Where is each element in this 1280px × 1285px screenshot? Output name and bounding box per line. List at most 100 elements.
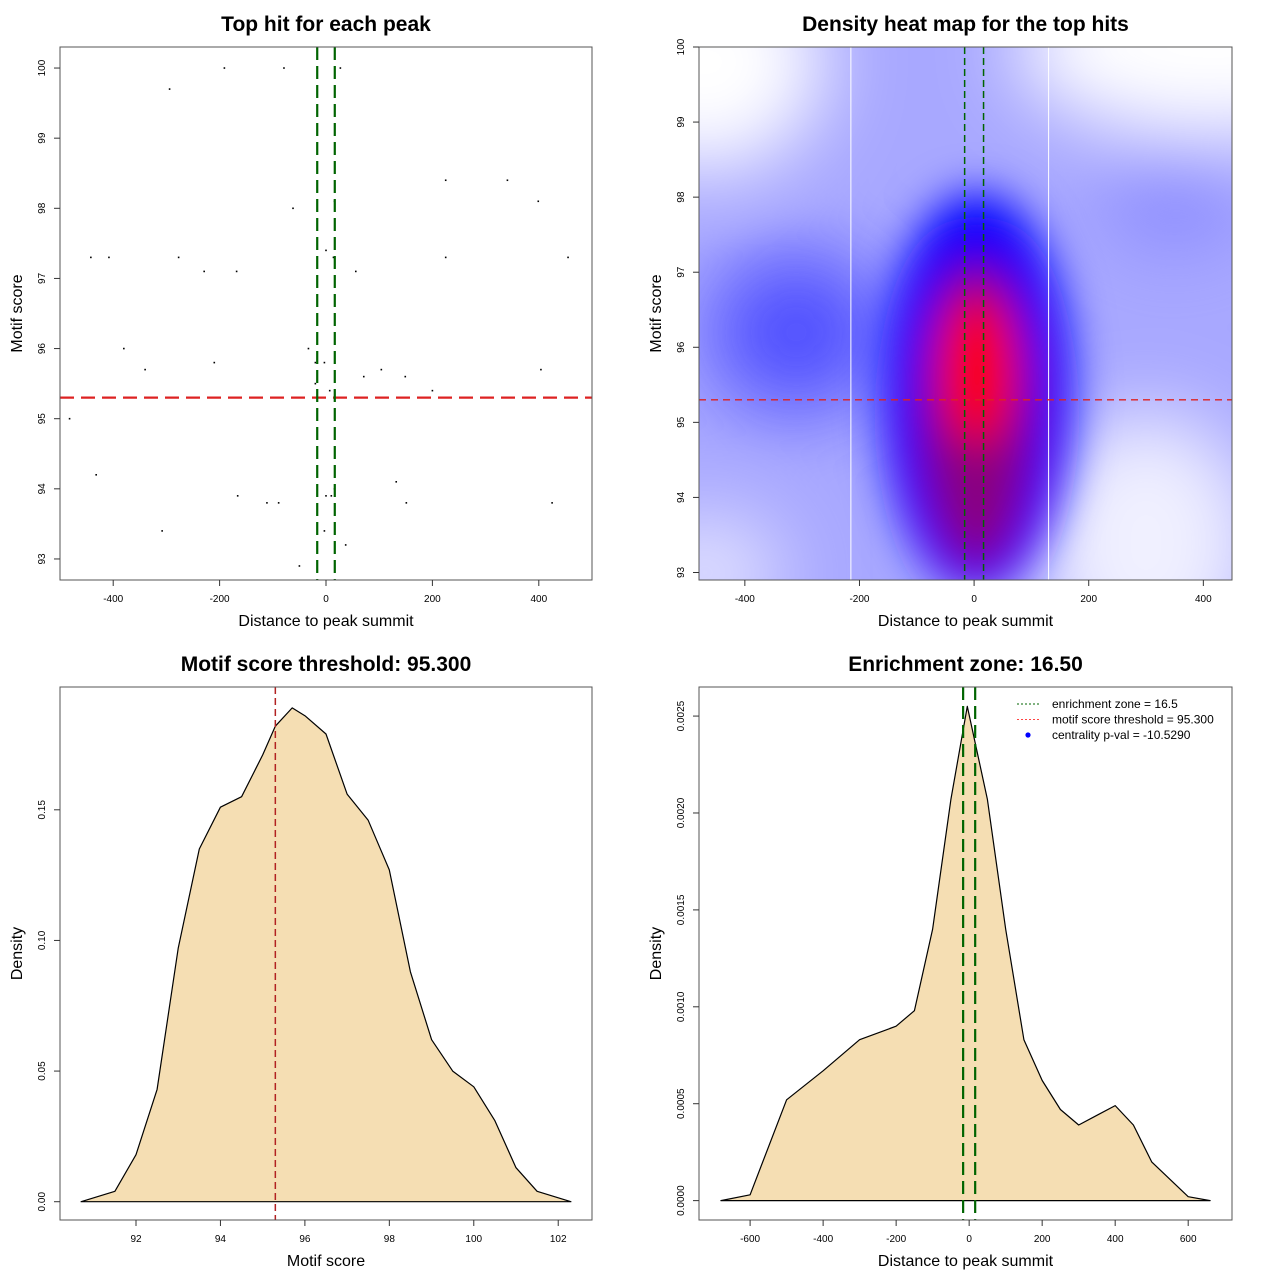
y-tick-label: 0.0005 xyxy=(676,1088,687,1119)
legend: enrichment zone = 16.5 motif score thresh… xyxy=(1017,697,1214,742)
panel-2: -400 -200 0 200 400 93 94 95 96 97 98 99 100 Density … xyxy=(648,13,1233,630)
y-tick-label: 94 xyxy=(37,483,48,495)
data-point xyxy=(567,256,569,259)
x-tick-label: 94 xyxy=(215,1234,227,1245)
y-tick-label: 98 xyxy=(676,191,687,203)
plot-frame xyxy=(59,46,593,581)
x-tick-label: 98 xyxy=(384,1234,396,1245)
data-point xyxy=(68,417,71,420)
x-tick-label: 600 xyxy=(1180,1234,1197,1245)
heatmap-core xyxy=(881,192,1072,580)
x-tick-label: -600 xyxy=(740,1234,760,1245)
data-point xyxy=(537,200,540,203)
data-point xyxy=(213,361,216,364)
data-point xyxy=(330,495,333,497)
y-tick-label: 0.05 xyxy=(37,1061,48,1081)
y-tick-label: 0.15 xyxy=(37,800,48,820)
y-tick-label: 100 xyxy=(37,59,48,76)
data-point xyxy=(123,347,125,350)
data-point xyxy=(161,530,163,532)
chart-title: Density heat map for the top hits xyxy=(802,13,1129,36)
x-axis-label: Distance to peak summit xyxy=(238,613,414,630)
density-curve xyxy=(720,705,1211,1202)
data-point xyxy=(344,544,347,546)
x-tick-label: -200 xyxy=(886,1234,906,1245)
x-tick-label: 0 xyxy=(971,594,977,605)
data-point xyxy=(323,361,326,364)
y-tick-label: 95 xyxy=(676,416,687,428)
x-tick-label: 100 xyxy=(465,1234,482,1245)
data-point xyxy=(444,256,447,259)
legend-entry: enrichment zone = 16.5 xyxy=(1052,697,1178,711)
chart-title: Enrichment zone: 16.50 xyxy=(848,653,1083,676)
data-point xyxy=(314,382,317,385)
plot-frame xyxy=(698,46,1233,581)
data-point xyxy=(328,389,331,392)
x-tick-label: 92 xyxy=(130,1234,142,1245)
data-point xyxy=(395,481,398,483)
x-tick-label: -200 xyxy=(849,594,869,605)
data-point xyxy=(223,67,226,69)
y-tick-label: 0.10 xyxy=(37,930,48,950)
x-axis-label: Motif score xyxy=(287,1253,365,1270)
y-axis-label: Density xyxy=(648,927,665,980)
y-tick-label: 100 xyxy=(676,38,687,55)
panel-1: -400 -200 0 200 400 93 94 95 96 97 98 99 100 Top hit … xyxy=(9,13,593,630)
x-tick-label: 0 xyxy=(323,594,329,605)
data-point xyxy=(277,502,280,504)
y-axis-label: Density xyxy=(9,927,26,980)
data-point xyxy=(283,67,285,69)
density-curve xyxy=(80,707,572,1203)
y-tick-label: 0.0020 xyxy=(676,797,687,828)
data-point xyxy=(307,347,310,350)
y-tick-label: 0.0025 xyxy=(676,700,687,731)
data-point xyxy=(323,530,326,532)
y-tick-label: 0.0015 xyxy=(676,894,687,925)
heatmap xyxy=(699,47,1232,580)
data-point xyxy=(404,375,407,378)
y-tick-label: 97 xyxy=(37,272,48,284)
x-tick-label: 102 xyxy=(550,1234,567,1245)
data-point xyxy=(235,270,238,273)
legend-point-icon xyxy=(1025,732,1031,738)
y-tick-label: 93 xyxy=(676,566,687,578)
x-tick-label: -400 xyxy=(735,594,755,605)
data-point xyxy=(203,270,205,273)
low-density-region xyxy=(1036,412,1232,580)
data-point xyxy=(540,368,542,371)
chart-title: Motif score threshold: 95.300 xyxy=(181,653,472,676)
x-tick-label: -400 xyxy=(103,594,123,605)
data-point xyxy=(405,502,408,504)
low-density-region xyxy=(699,512,785,580)
data-point xyxy=(339,67,342,69)
y-tick-label: 96 xyxy=(676,341,687,353)
data-point xyxy=(144,368,146,371)
y-tick-label: 99 xyxy=(676,116,687,128)
chart-title: Top hit for each peak xyxy=(221,13,431,36)
x-tick-label: 0 xyxy=(966,1234,972,1245)
x-axis-label: Distance to peak summit xyxy=(878,613,1054,630)
mid-density-region xyxy=(1104,147,1232,248)
mid-density-region xyxy=(706,252,887,413)
x-tick-label: 200 xyxy=(1034,1234,1051,1245)
y-tick-label: 0.00 xyxy=(37,1192,48,1212)
data-point xyxy=(354,270,357,273)
data-point xyxy=(332,256,335,259)
x-axis-label: Distance to peak summit xyxy=(878,1253,1054,1270)
panel-4: -600 -400 -200 0 200 400 600 0.0000 0.0005 0.0010… xyxy=(648,653,1233,1270)
low-density-region xyxy=(1014,47,1232,137)
data-point xyxy=(108,256,110,259)
x-tick-label: 96 xyxy=(299,1234,311,1245)
data-point xyxy=(236,495,239,497)
x-tick-label: -200 xyxy=(210,594,230,605)
y-tick-label: 97 xyxy=(676,266,687,278)
data-point xyxy=(168,88,171,90)
data-point xyxy=(551,502,553,504)
y-tick-label: 98 xyxy=(37,202,48,214)
data-point xyxy=(380,368,383,371)
data-point xyxy=(298,565,301,567)
y-axis-label: Motif score xyxy=(9,274,26,352)
data-point xyxy=(266,502,268,504)
y-tick-label: 94 xyxy=(676,491,687,503)
